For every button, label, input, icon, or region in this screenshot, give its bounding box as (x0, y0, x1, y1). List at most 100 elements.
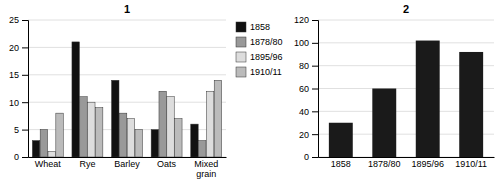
y-axis: 0 20 40 60 80 100 120 (294, 15, 319, 162)
x-tick: 1878/80 (368, 159, 401, 169)
y-tick-mark (22, 20, 28, 21)
x-tick: 1858 (331, 159, 351, 169)
y-tick-label: 0 (304, 152, 309, 162)
x-tick-label-line: grain (196, 169, 216, 179)
chart-title: 2 (403, 3, 409, 15)
y-tick: 25 (9, 15, 28, 25)
legend-label: 1878/80 (250, 37, 283, 47)
bar (459, 52, 483, 157)
y-tick: 5 (14, 125, 28, 135)
x-tick: 1895/96 (411, 159, 444, 169)
bar (135, 130, 142, 157)
bar (167, 97, 174, 157)
y-axis-line (22, 21, 29, 158)
bar (159, 91, 166, 157)
grid-line (28, 102, 226, 103)
bar (127, 119, 134, 157)
y-tick-mark (22, 102, 28, 103)
y-axis-line (312, 21, 319, 158)
grid-line (28, 74, 226, 75)
x-tick-label: 1895/96 (411, 159, 444, 169)
bar (56, 113, 63, 157)
legend: 1858 1878/80 1895/96 1910/11 (236, 22, 283, 77)
x-axis: Wheat Rye Barley Oats Mixedgrain (29, 158, 227, 180)
grid-line (318, 20, 494, 21)
y-tick-label: 60 (299, 84, 309, 94)
x-tick: Barley (114, 159, 140, 169)
y-tick: 40 (299, 107, 318, 117)
grid (28, 20, 226, 157)
bar (329, 123, 353, 157)
x-axis-line (319, 157, 495, 158)
legend-label: 1858 (250, 22, 270, 32)
bar (112, 80, 119, 157)
y-tick-mark (22, 47, 28, 48)
x-tick-label: Mixedgrain (194, 159, 218, 179)
bar (214, 80, 221, 157)
x-tick: Mixedgrain (194, 159, 218, 179)
legend-swatch (236, 52, 246, 62)
y-tick-mark (312, 20, 318, 21)
y-tick: 100 (294, 38, 318, 48)
y-tick: 80 (299, 61, 318, 71)
bars (329, 41, 483, 157)
x-tick: Wheat (35, 159, 62, 169)
y-tick-label: 20 (299, 130, 309, 140)
x-tick-label-line: Mixed (194, 159, 218, 169)
y-tick-label: 100 (294, 38, 309, 48)
bar (119, 113, 126, 157)
plot: 0 5 10 15 20 25 Wheat Rye Barley Oats Mixedgrain (9, 15, 227, 179)
legend-label: 1895/96 (250, 52, 283, 62)
bar (206, 91, 213, 157)
bar (416, 41, 440, 157)
x-axis: 1858 1878/80 1895/96 1910/11 (319, 158, 495, 170)
y-tick: 60 (299, 84, 318, 94)
y-tick-label: 15 (9, 70, 19, 80)
bar (95, 108, 102, 157)
x-tick-label: Rye (79, 159, 95, 169)
y-tick-label: 25 (9, 15, 19, 25)
y-tick: 10 (9, 98, 28, 108)
x-axis-line (29, 157, 227, 158)
bar (199, 141, 206, 157)
legend-item: 1895/96 (236, 52, 283, 62)
y-tick: 20 (299, 130, 318, 140)
y-tick-mark (22, 157, 28, 158)
grid (318, 20, 494, 157)
y-axis: 0 5 10 15 20 25 (9, 15, 29, 162)
chart-figure: 0510152025WheatRyeBarleyOatsMixedgrain11… (0, 0, 500, 187)
y-tick-mark (312, 43, 318, 44)
y-tick-label: 120 (294, 15, 309, 25)
y-tick: 0 (14, 152, 28, 162)
grid-line (28, 20, 226, 21)
y-tick: 120 (294, 15, 318, 25)
legend-item: 1878/80 (236, 37, 283, 47)
y-tick-mark (312, 89, 318, 90)
legend-swatch (236, 37, 246, 47)
legend-swatch (236, 22, 246, 32)
bar (151, 130, 158, 157)
legend-item: 1910/11 (236, 67, 282, 77)
y-tick-label: 5 (14, 125, 19, 135)
x-tick: 1910/11 (455, 159, 487, 169)
grid-line (318, 42, 494, 43)
x-tick-label: 1910/11 (455, 159, 487, 169)
bar (72, 42, 79, 157)
y-tick-label: 20 (9, 43, 19, 53)
y-tick-label: 10 (9, 98, 19, 108)
y-tick: 15 (9, 70, 28, 80)
plot: 0 20 40 60 80 100 120 1858 1878/80 1895/96 1910/11 (294, 15, 495, 169)
x-tick-label: Wheat (35, 159, 62, 169)
y-tick-mark (312, 66, 318, 67)
grid-line (28, 47, 226, 48)
y-tick-label: 40 (299, 107, 309, 117)
legend-label: 1910/11 (250, 67, 282, 77)
x-tick-label: 1878/80 (368, 159, 401, 169)
legend-swatch (236, 67, 246, 77)
x-tick-label: Barley (114, 159, 140, 169)
bar (191, 124, 198, 157)
x-tick: Rye (79, 159, 95, 169)
x-tick-label: Oats (157, 159, 177, 169)
legend-item: 1858 (236, 22, 270, 32)
y-tick-label: 80 (299, 61, 309, 71)
